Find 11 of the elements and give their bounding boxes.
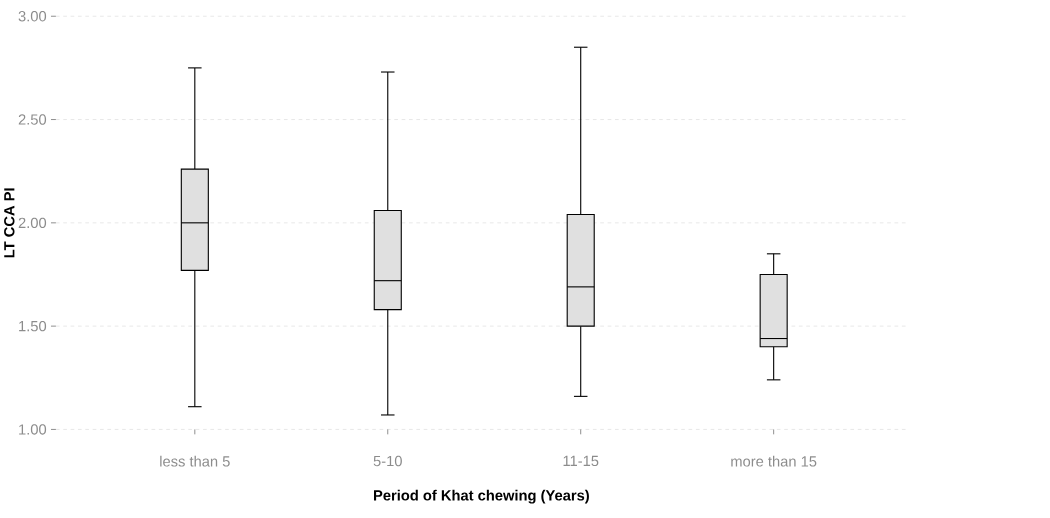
y-tick-label: 2.00	[18, 217, 47, 229]
x-tick-label: more than 15	[731, 455, 817, 467]
x-axis-title: Period of Khat chewing (Years)	[374, 489, 589, 504]
y-tick-label: 1.00	[19, 424, 47, 435]
y-tick-label: 1.50	[19, 321, 47, 332]
y-axis-title: LT CCA PI	[4, 188, 15, 258]
x-tick-label: 5-10	[373, 455, 402, 467]
y-tick-label: 2.50	[18, 114, 47, 125]
x-tick-label: less than 5	[160, 455, 230, 467]
y-tick-label: 3.00	[18, 11, 47, 22]
x-tick-label: 11-15	[563, 455, 599, 467]
